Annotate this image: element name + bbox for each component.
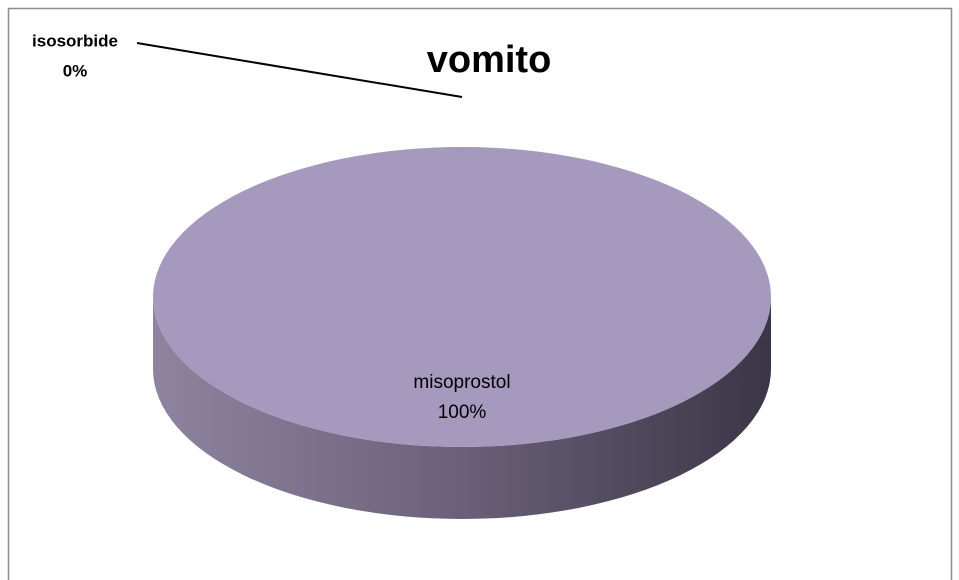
slice-value-label: 0% bbox=[63, 61, 88, 80]
leader-line bbox=[136, 42, 463, 98]
chart-title: vomito bbox=[427, 39, 552, 81]
pie-side bbox=[153, 297, 771, 519]
slice-label: isosorbide bbox=[32, 31, 118, 50]
pie-slice bbox=[153, 147, 771, 447]
slice-value-label: 100% bbox=[438, 402, 487, 423]
slice-label: misoprostol bbox=[413, 372, 510, 393]
